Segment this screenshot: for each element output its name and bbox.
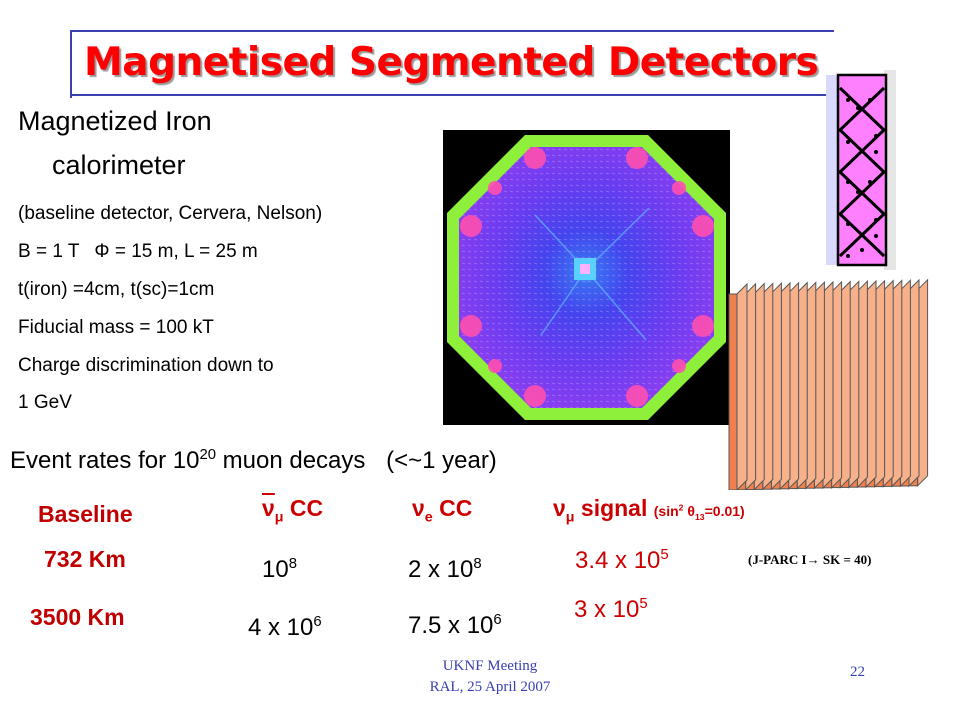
title-underline: [70, 94, 840, 96]
nue-cc-text: CC: [432, 495, 473, 521]
field-value: B = 1 T: [18, 241, 80, 262]
row2-numubar-cc: 4 x 106: [248, 614, 322, 641]
magnetic-field-map-image: [443, 130, 730, 425]
dimensions-value: = 15 m, L = 25 m: [114, 241, 258, 262]
nue-sub: e: [424, 509, 433, 526]
numubar-cc-header: νμ CC: [262, 495, 323, 526]
numubar-sub: μ: [274, 509, 284, 526]
thickness-line: t(iron) =4cm, t(sc)=1cm: [18, 279, 215, 300]
heading-line2: calorimeter: [52, 150, 186, 180]
footer-line1: UKNF Meeting: [442, 658, 538, 674]
numu-signal-text: signal: [574, 495, 648, 521]
heading-line1: Magnetized Iron: [18, 106, 212, 136]
numu-symbol: ν: [553, 495, 566, 521]
iron-plates-stack-image: [728, 278, 929, 490]
footer-line2: RAL, 25 April 2007: [429, 679, 551, 695]
detector-note: (baseline detector, Cervera, Nelson): [18, 203, 323, 224]
fiducial-mass-line: Fiducial mass = 100 kT: [18, 317, 214, 338]
nue-cc-header: νe CC: [412, 495, 472, 526]
title-frame: [70, 30, 834, 98]
footer-meeting: UKNF Meeting RAL, 25 April 2007: [380, 656, 600, 698]
numu-sub: μ: [565, 509, 575, 526]
mixing-angle-note: (sin2 θ13=0.01): [653, 502, 745, 522]
event-rates-suffix: muon decays: [215, 447, 366, 474]
nue-symbol: ν: [412, 495, 425, 521]
jparc-note: (J-PARC I→ SK = 40): [748, 552, 872, 567]
field-line: B = 1 T Φ = 15 m, L = 25 m: [18, 241, 258, 263]
charge-discrimination-line: Charge discrimination down to: [18, 355, 274, 376]
row1-numubar-cc: 108: [262, 556, 297, 583]
event-rates-exponent: 20: [199, 447, 216, 463]
plate-side: [736, 282, 748, 490]
numubar-symbol: ν: [262, 495, 275, 521]
event-rates-heading: Event rates for 1020 muon decays (<~1 ye…: [10, 447, 497, 475]
scintillator-strips-image: [826, 70, 896, 270]
baseline-732km: 732 Km: [44, 546, 126, 572]
event-rates-note: (<~1 year): [386, 447, 497, 474]
numu-signal-header: νμ signal (sin2 θ13=0.01): [553, 495, 745, 526]
row2-nue-cc: 7.5 x 106: [408, 612, 502, 639]
plate-front: [728, 293, 738, 490]
event-rates-prefix: Event rates for 10: [10, 447, 200, 474]
row2-numu-signal: 3 x 105: [574, 596, 648, 623]
baseline-header: Baseline: [38, 501, 133, 527]
threshold-line: 1 GeV: [18, 392, 72, 413]
arrow-icon: →: [806, 552, 820, 567]
baseline-3500km: 3500 Km: [30, 604, 125, 630]
phi-symbol: Φ: [94, 241, 110, 262]
row1-nue-cc: 2 x 108: [408, 556, 482, 583]
slide-title: Magnetised Segmented Detectors: [84, 40, 819, 85]
row1-numu-signal: 3.4 x 105: [575, 547, 669, 574]
numubar-cc-text: CC: [283, 495, 324, 521]
page-number: 22: [850, 664, 865, 680]
